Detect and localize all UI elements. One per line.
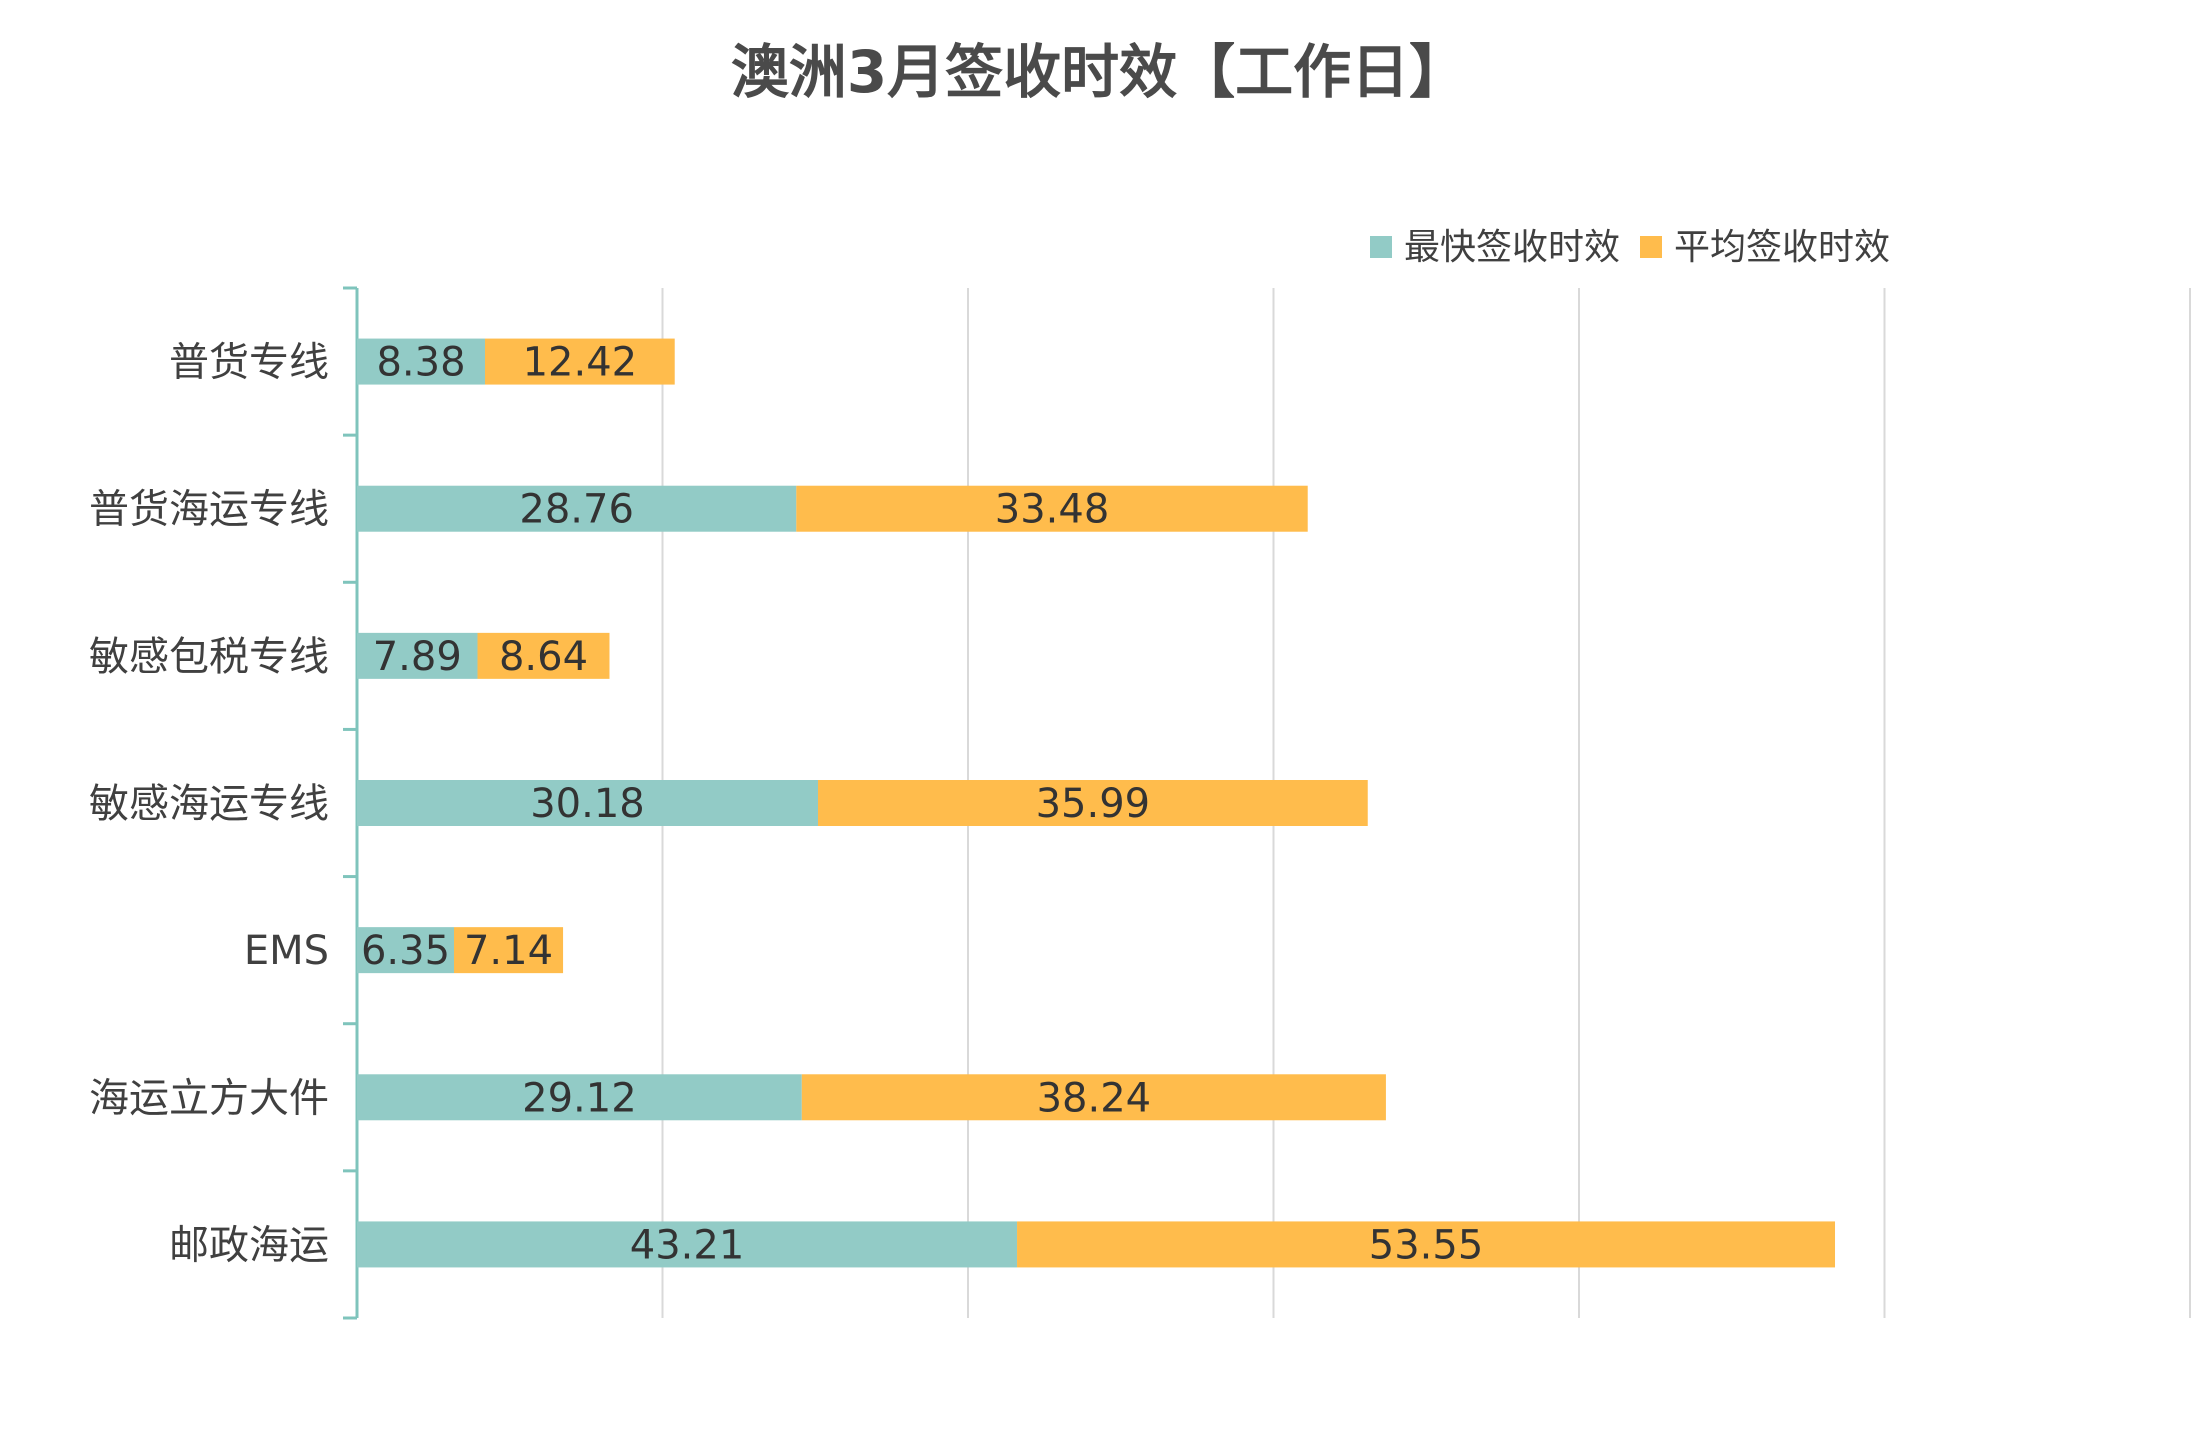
bar-fastest xyxy=(357,1074,802,1121)
legend-label: 平均签收时效 xyxy=(1674,227,1890,268)
data-label: 29.12 xyxy=(522,1075,637,1121)
data-label: 8.38 xyxy=(376,340,465,386)
legend-swatch xyxy=(1640,236,1662,258)
data-label: 43.21 xyxy=(630,1222,745,1268)
bar-fastest xyxy=(357,485,797,532)
bar-average xyxy=(485,338,675,385)
legend: 最快签收时效 平均签收时效 xyxy=(1370,227,1890,268)
data-label: 33.48 xyxy=(995,487,1110,533)
category-label: 海运立方大件 xyxy=(89,1075,329,1121)
data-label: 35.99 xyxy=(1036,781,1151,827)
bar-fastest xyxy=(357,780,818,826)
category-label: EMS xyxy=(244,928,329,974)
data-label: 6.35 xyxy=(361,928,450,974)
bar-average xyxy=(801,1074,1386,1121)
bar-fastest xyxy=(357,338,486,385)
data-label: 53.55 xyxy=(1369,1222,1484,1268)
bars-layer xyxy=(357,338,1836,1268)
data-label: 28.76 xyxy=(519,487,634,533)
chart-title: 澳洲3月签收时效【工作日】 xyxy=(731,38,1467,106)
bar-average xyxy=(817,780,1368,826)
bar-average xyxy=(477,632,610,679)
data-label: 30.18 xyxy=(530,781,645,827)
data-label: 8.64 xyxy=(499,634,588,680)
bar-fastest xyxy=(357,1221,1018,1268)
data-label: 7.14 xyxy=(464,928,553,974)
category-label: 普货专线 xyxy=(169,340,329,386)
category-label: 普货海运专线 xyxy=(89,487,329,533)
category-label: 敏感包税专线 xyxy=(89,634,329,680)
data-label: 38.24 xyxy=(1037,1075,1152,1121)
bar-average xyxy=(453,927,564,974)
data-label: 7.89 xyxy=(373,634,462,680)
legend-label: 最快签收时效 xyxy=(1404,227,1620,268)
category-label: 邮政海运 xyxy=(169,1222,329,1268)
bar-average xyxy=(1017,1221,1836,1268)
data-label: 12.42 xyxy=(523,340,638,386)
legend-swatch xyxy=(1370,236,1392,258)
axis-layer xyxy=(343,286,359,1320)
bar-average xyxy=(796,485,1308,532)
bar-fastest xyxy=(357,927,454,974)
bar-fastest xyxy=(357,632,478,679)
category-label: 敏感海运专线 xyxy=(89,781,329,827)
